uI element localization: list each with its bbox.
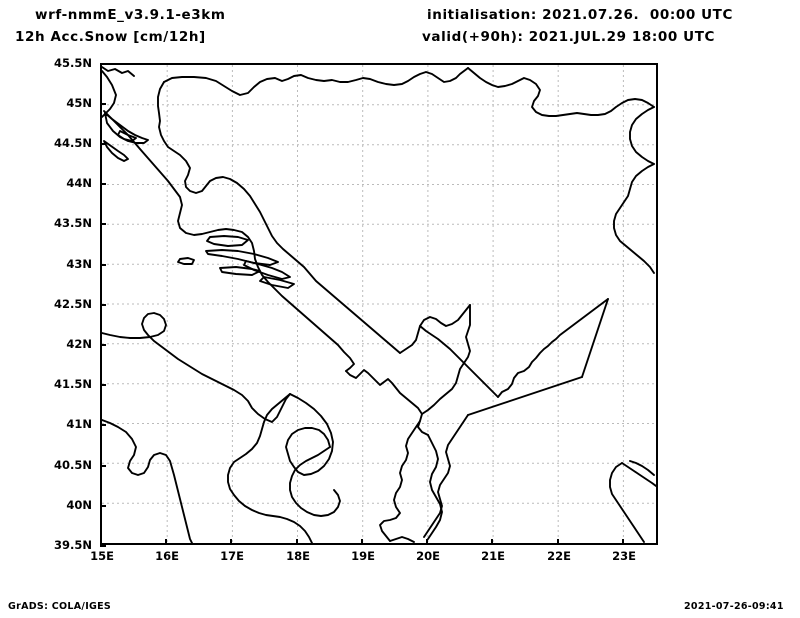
xtick-mark [557, 539, 559, 545]
xtick-label: 23E [612, 549, 636, 563]
ytick-label: 42N [66, 337, 92, 351]
xtick-label: 19E [351, 549, 375, 563]
albania-east-border [427, 434, 443, 540]
ytick-label: 44.5N [54, 136, 92, 150]
xtick-mark [361, 539, 363, 545]
xtick-mark [165, 539, 167, 545]
ytick-mark [100, 424, 106, 426]
initialisation-time: initialisation: 2021.07.26. 00:00 UTC [427, 7, 734, 23]
greece-coast [609, 462, 645, 543]
island-cres [117, 130, 137, 142]
xtick-mark [100, 539, 102, 545]
bosnia-montenegro-border [399, 304, 471, 354]
xtick-label: 20E [416, 549, 440, 563]
island-mljet [259, 276, 295, 289]
xtick-label: 15E [90, 549, 114, 563]
bulgaria-west-border [613, 163, 655, 274]
ytick-mark [100, 545, 106, 547]
italy-adriatic-coast [102, 312, 291, 423]
island-krk-small [103, 140, 129, 162]
ytick-mark [100, 223, 106, 225]
island-korcula [219, 266, 261, 276]
ytick-label: 45N [66, 96, 92, 110]
ytick-mark [100, 183, 106, 185]
island-hvar [205, 249, 279, 266]
ytick-mark [100, 344, 106, 346]
xtick-mark [491, 539, 493, 545]
macedonia-greece-border [423, 414, 469, 538]
ytick-label: 45.5N [54, 56, 92, 70]
island-brac [206, 235, 249, 247]
grads-credit: GrADS: COLA/IGES [8, 601, 112, 612]
map-outlines [102, 66, 656, 543]
montenegro-albania-border [421, 304, 471, 415]
ytick-mark [100, 465, 106, 467]
ytick-mark [100, 103, 106, 105]
xtick-label: 21E [481, 549, 505, 563]
ytick-label: 41N [66, 417, 92, 431]
ytick-label: 42.5N [54, 297, 92, 311]
map-canvas [102, 65, 656, 543]
render-timestamp: 2021-07-26-09:41 [684, 601, 784, 612]
ytick-label: 43.5N [54, 216, 92, 230]
ytick-mark [100, 264, 106, 266]
dalmatian-coast [103, 110, 355, 372]
ytick-mark [100, 143, 106, 145]
ytick-label: 43N [66, 257, 92, 271]
greece-chalkidiki [629, 460, 655, 476]
xtick-mark [622, 539, 624, 545]
montenegro-coast [345, 369, 429, 436]
xtick-label: 16E [155, 549, 179, 563]
italy-taranto-gulf [289, 446, 341, 517]
ytick-label: 39.5N [54, 538, 92, 552]
valid-time: valid(+90h): 2021.JUL.29 18:00 UTC [422, 29, 716, 45]
island-vis [177, 257, 195, 265]
montenegro-serbia-border [419, 325, 499, 398]
italy-puglia-heel [285, 393, 334, 476]
ytick-label: 40N [66, 498, 92, 512]
northern-border-line [102, 66, 135, 77]
xtick-label: 17E [220, 549, 244, 563]
croatia-bosnia-west-border [157, 81, 401, 354]
xtick-label: 22E [547, 549, 571, 563]
albania-south-coast [389, 536, 415, 543]
ytick-mark [100, 505, 106, 507]
kosovo-border-jagged-east [581, 298, 609, 378]
ytick-mark [100, 304, 106, 306]
ytick-label: 41.5N [54, 377, 92, 391]
kvarner-islands [104, 112, 149, 144]
italy-west-inland [102, 419, 193, 543]
model-title: wrf-nmmE_v3.9.1-e3km [35, 7, 226, 23]
island-peljesac [243, 260, 291, 280]
xtick-mark [426, 539, 428, 545]
ytick-label: 44N [66, 176, 92, 190]
serbia-north-border [467, 67, 655, 117]
greece-coast-east [621, 462, 656, 487]
field-title: 12h Acc.Snow [cm/12h] [15, 29, 206, 45]
kosovo-border-south [467, 376, 583, 416]
xtick-label: 18E [286, 549, 310, 563]
ytick-mark [100, 63, 106, 65]
croatia-north-border [163, 67, 469, 96]
albania-coast [379, 420, 421, 542]
map-plot-area [100, 63, 658, 545]
ytick-label: 40.5N [54, 458, 92, 472]
xtick-mark [230, 539, 232, 545]
italy-gargano [227, 393, 313, 543]
xtick-mark [296, 539, 298, 545]
kosovo-border [497, 298, 609, 398]
ytick-mark [100, 384, 106, 386]
serbia-bulgaria-border [629, 106, 655, 165]
